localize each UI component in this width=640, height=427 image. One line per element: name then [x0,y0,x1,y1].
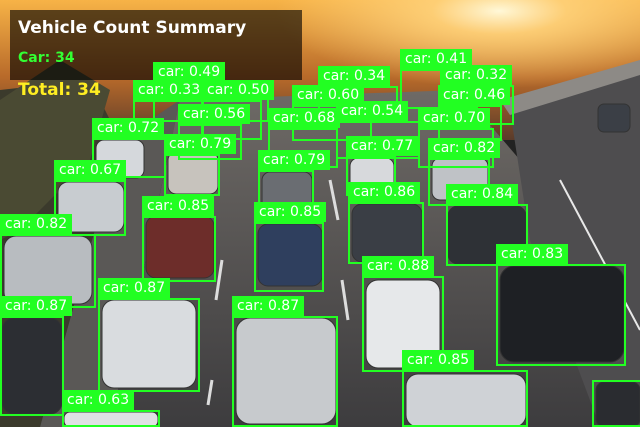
detection-box: car: 0.56 [178,104,251,160]
detection-label: car: 0.60 [292,85,365,105]
detection-box: car: 0.60 [292,85,372,141]
detection-label: car: 0.88 [362,256,435,276]
detection-box: car: 0.54 [336,101,420,159]
detection-label: car: 0.49 [153,62,226,82]
detection-box: car: 0.86 [348,182,424,264]
detection-box: car: 0.85 [254,202,327,292]
detection-label: car: 0.85 [254,202,327,222]
detection-box: car: 0.85 [142,196,216,282]
detection-label: car: 0.85 [142,196,215,216]
detection-box: car: 0.87 [232,296,338,427]
detection-box: car: 0.87 [98,278,200,392]
car-count-label: Car: 34 [18,50,75,66]
summary-title: Vehicle Count Summary [18,18,247,38]
detection-label: car: 0.33 [133,80,206,100]
detection-label: car: 0.54 [336,101,409,121]
detection-label: car: 0.85 [402,350,475,370]
detection-label: car: 0.67 [54,160,127,180]
detection-box: car: 0.87 [0,296,73,416]
detection-box: car: 0.79 [164,134,237,196]
detection-label: car: 0.87 [0,296,73,316]
detection-label: car: 0.46 [438,85,511,105]
detection-box: car: 0.85 [402,350,528,427]
detection-label: car: 0.84 [446,184,519,204]
detection-label: car: 0.41 [400,49,473,69]
detection-label: car: 0.82 [0,214,73,234]
detection-box: car: 0.82 [428,138,501,206]
detection-label: car: 0.68 [268,108,341,128]
detection-label: car: 0.70 [418,108,491,128]
detection-box: car: 0.79 [258,150,331,216]
detection-label: car: 0.86 [348,182,421,202]
detection-box: car: 0.88 [362,256,444,372]
detection-label: car: 0.87 [232,296,305,316]
detection-box-partial [592,380,640,427]
detection-label: car: 0.82 [428,138,501,158]
total-count-label: Total: 34 [18,80,101,100]
detection-label: car: 0.56 [178,104,251,124]
detection-label: car: 0.34 [318,66,391,86]
detection-box: car: 0.84 [446,184,528,266]
detection-label: car: 0.77 [346,136,419,156]
detection-label: car: 0.87 [98,278,171,298]
detection-box: car: 0.63 [62,390,160,427]
detection-label: car: 0.63 [62,390,135,410]
detection-label: car: 0.79 [164,134,237,154]
detection-box: car: 0.83 [496,244,626,366]
detection-label: car: 0.83 [496,244,569,264]
detection-label: car: 0.79 [258,150,331,170]
detection-label: car: 0.72 [92,118,165,138]
detection-label: car: 0.32 [440,65,513,85]
detection-label: car: 0.50 [202,80,275,100]
